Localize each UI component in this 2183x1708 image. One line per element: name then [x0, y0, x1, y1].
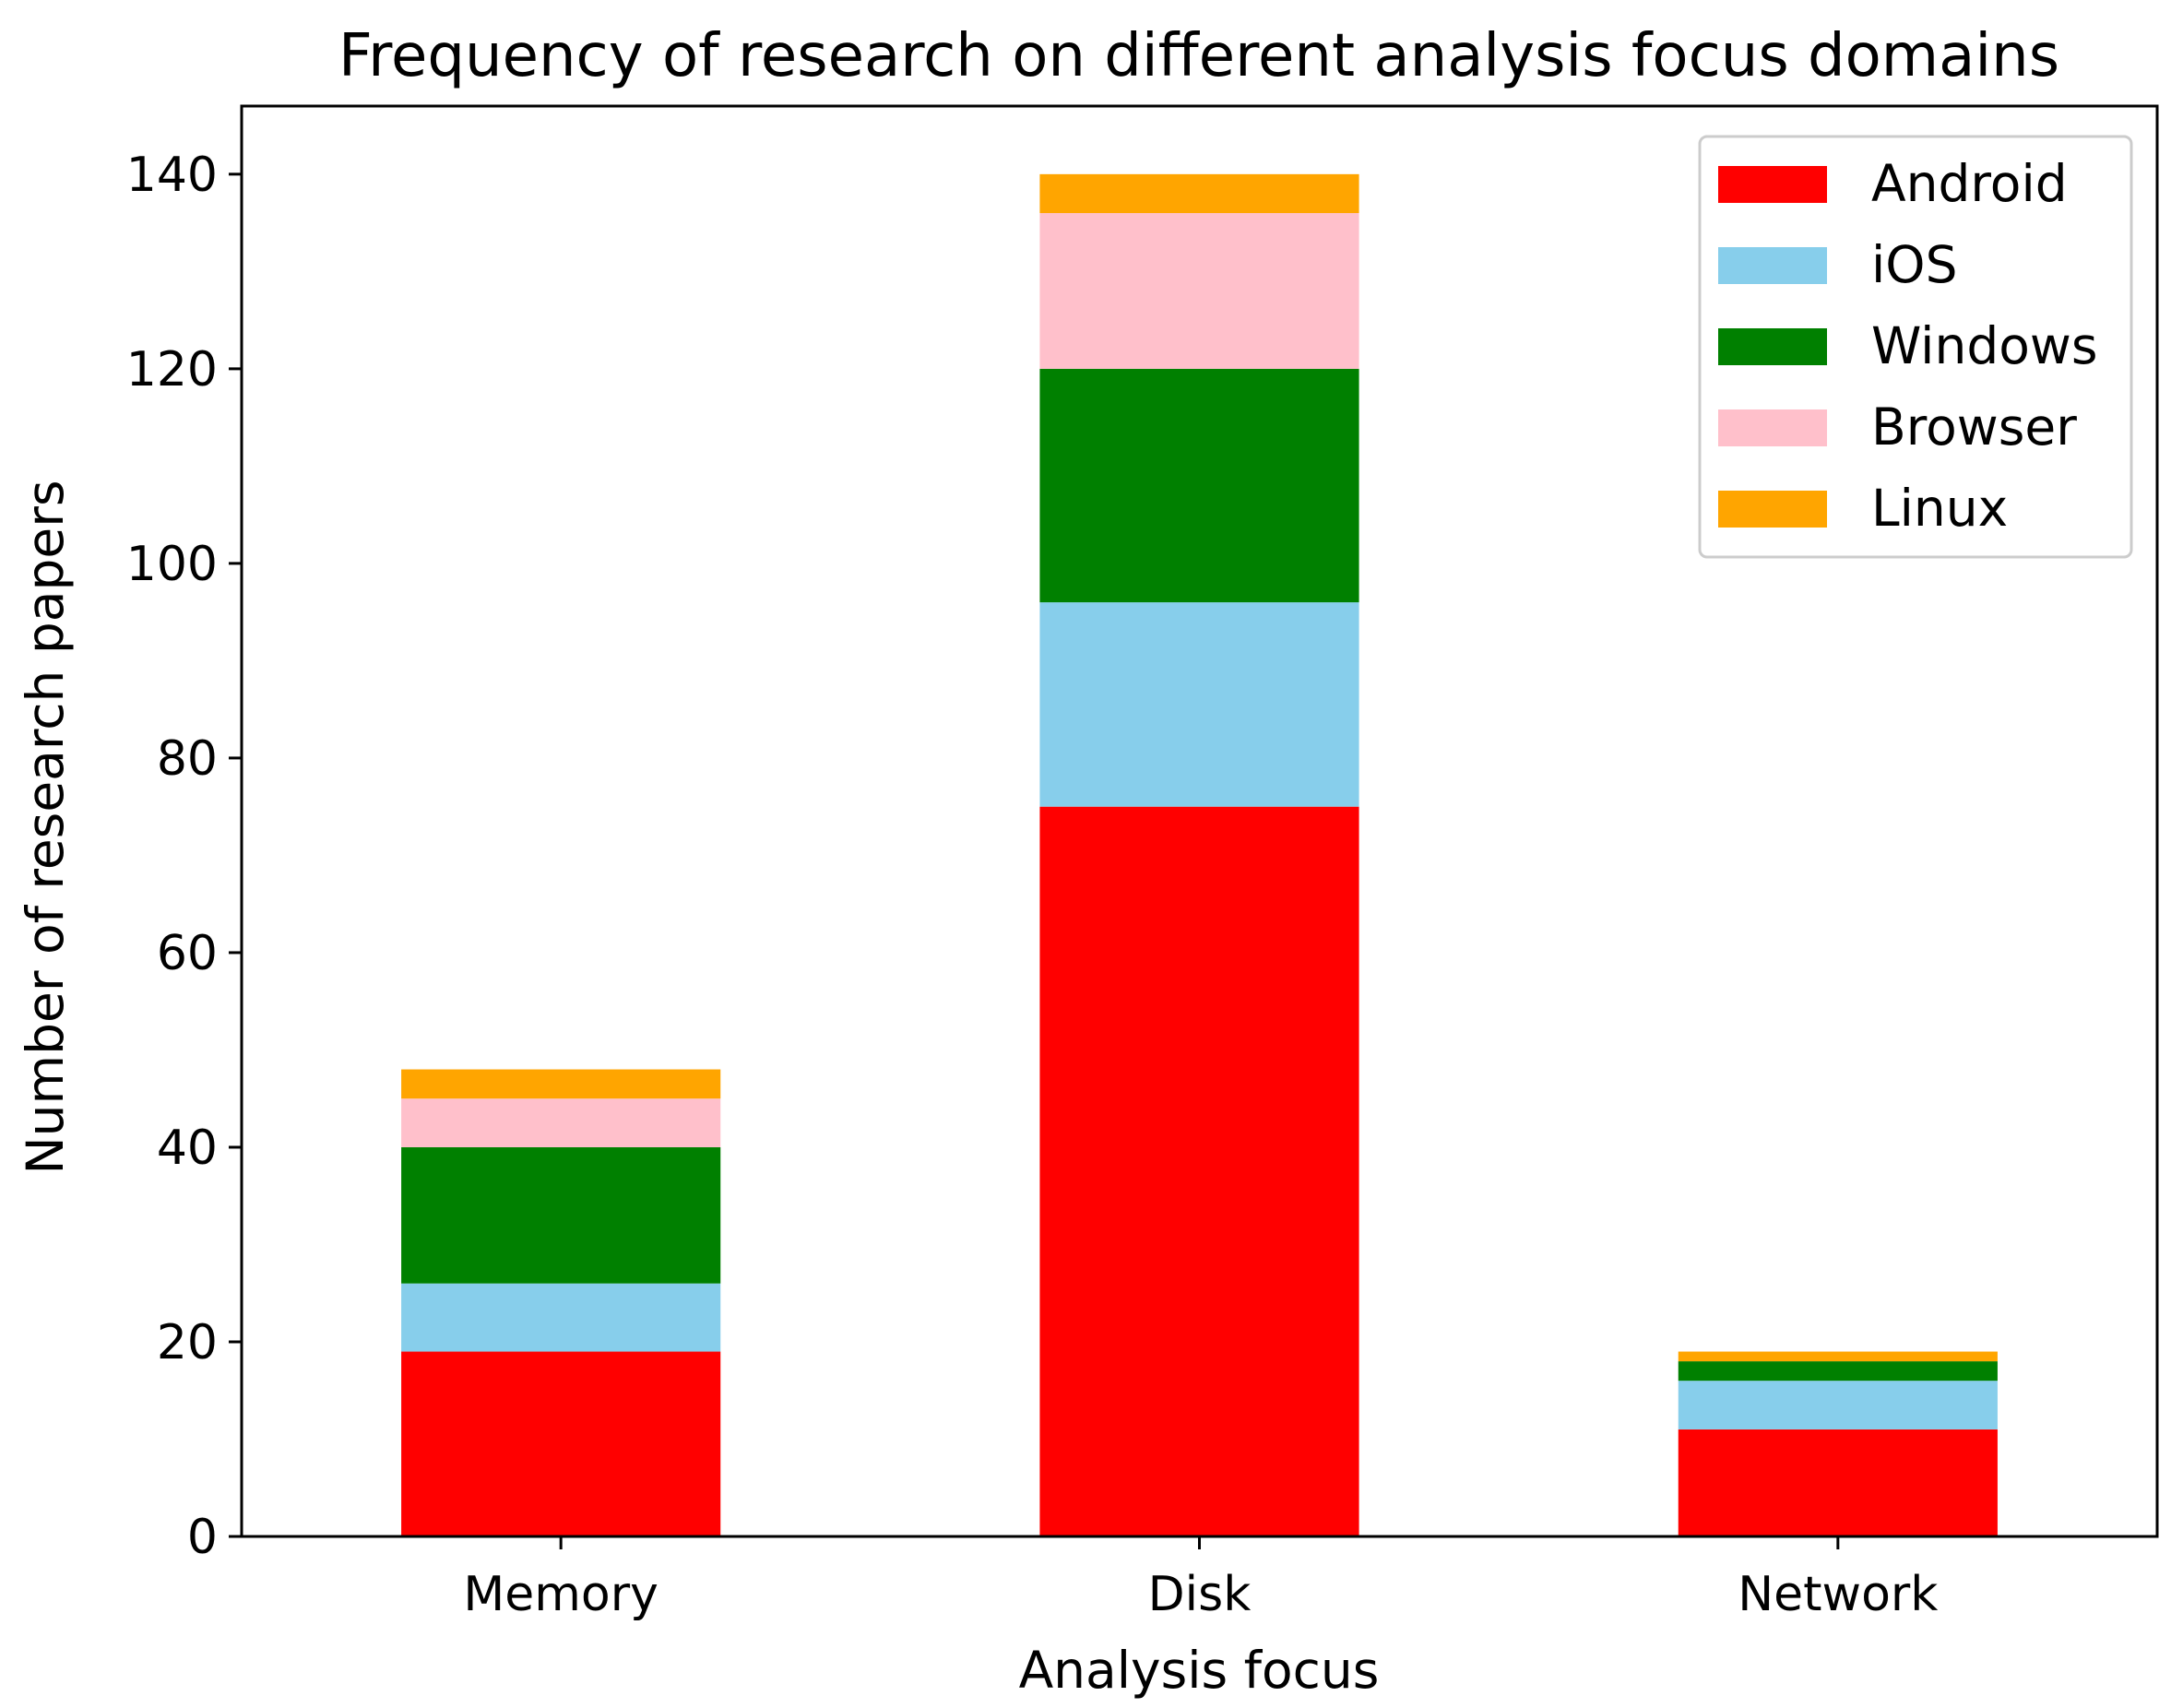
y-tick-label: 20 — [157, 1315, 218, 1370]
bar-memory-linux — [401, 1069, 721, 1099]
bar-disk-linux — [1039, 173, 1359, 214]
bar-network-linux — [1678, 1351, 1998, 1362]
bar-network-ios — [1678, 1381, 1998, 1429]
chart-title: Frequency of research on different analy… — [338, 22, 2059, 90]
legend-label-browser: Browser — [1871, 397, 2077, 457]
legend-swatch-linux — [1718, 491, 1827, 528]
bar-memory-browser — [401, 1098, 721, 1147]
y-tick-label: 40 — [157, 1121, 218, 1176]
x-tick-label-memory: Memory — [463, 1567, 658, 1622]
legend-box — [1698, 135, 2133, 559]
legend-label-ios: iOS — [1871, 235, 1957, 294]
legend-label-linux: Linux — [1871, 479, 2008, 538]
legend-swatch-ios — [1718, 247, 1827, 284]
legend: Android iOS Windows Browser Linux — [1698, 135, 2133, 559]
bar-disk-android — [1039, 806, 1359, 1536]
y-axis: 0 20 40 60 80 100 120 140 — [126, 148, 242, 1565]
x-tick-label-network: Network — [1738, 1567, 1938, 1622]
legend-swatch-android — [1718, 166, 1827, 203]
legend-label-windows: Windows — [1871, 316, 2098, 375]
bar-network-android — [1678, 1429, 1998, 1536]
bar-disk-browser — [1039, 213, 1359, 369]
bars-layer — [401, 173, 1998, 1536]
y-axis-label: Number of research papers — [16, 480, 75, 1175]
y-tick-label: 80 — [157, 731, 218, 787]
bar-memory-ios — [401, 1283, 721, 1352]
x-axis-label: Analysis focus — [1019, 1641, 1380, 1700]
x-axis: Memory Disk Network — [463, 1536, 1938, 1622]
bar-disk-windows — [1039, 368, 1359, 603]
x-tick-label-disk: Disk — [1148, 1567, 1252, 1622]
y-tick-label: 140 — [126, 148, 218, 203]
y-tick-label: 100 — [126, 537, 218, 592]
legend-swatch-windows — [1718, 328, 1827, 365]
legend-swatch-browser — [1718, 409, 1827, 446]
y-tick-label: 60 — [157, 926, 218, 981]
y-tick-label: 0 — [187, 1510, 218, 1565]
legend-label-android: Android — [1871, 154, 2068, 213]
bar-memory-windows — [401, 1146, 721, 1284]
bar-network-windows — [1678, 1361, 1998, 1382]
bar-disk-ios — [1039, 602, 1359, 807]
y-tick-label: 120 — [126, 342, 218, 397]
bar-memory-android — [401, 1351, 721, 1536]
